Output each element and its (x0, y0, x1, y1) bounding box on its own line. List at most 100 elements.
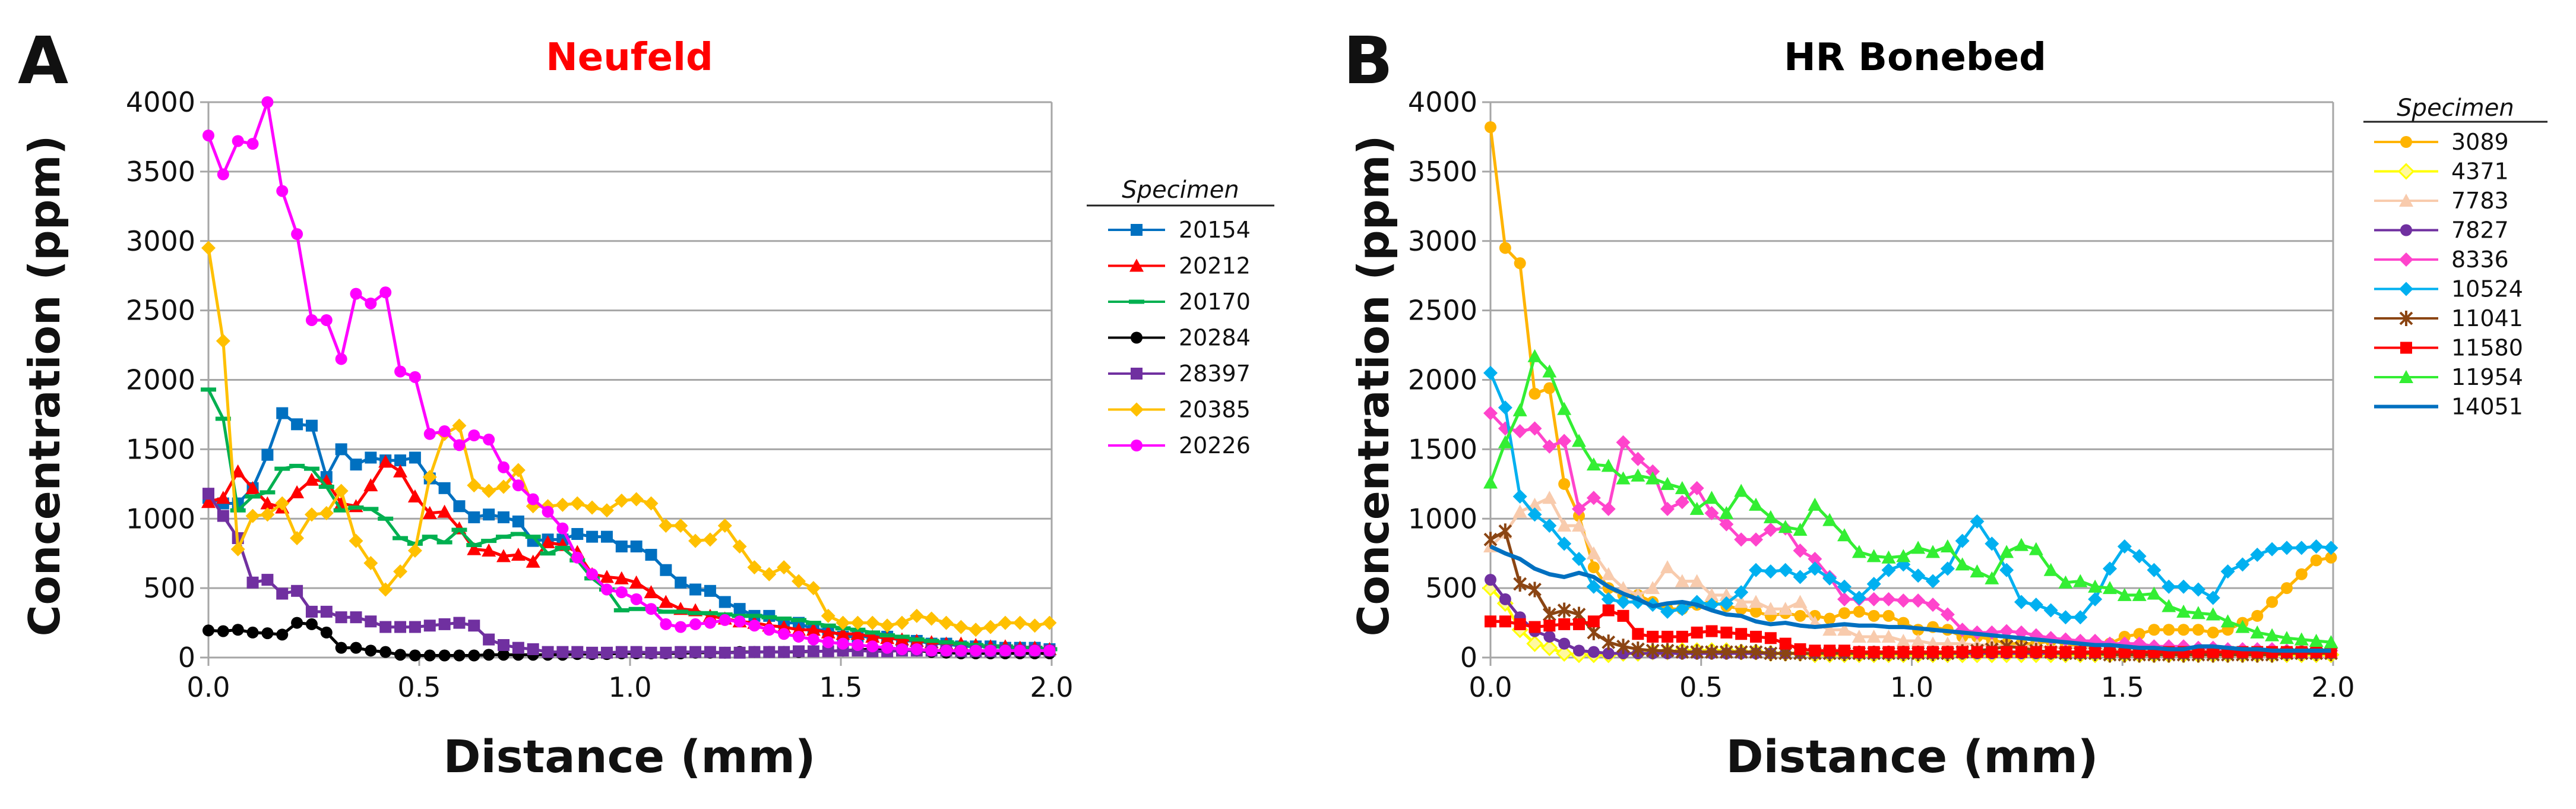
data-point (806, 581, 821, 596)
legend-label: 10524 (2451, 276, 2523, 302)
data-point (1485, 615, 1496, 628)
legend-label: 11580 (2451, 335, 2523, 361)
data-point (320, 626, 333, 639)
data-point (1881, 629, 1896, 643)
data-point (1866, 577, 1881, 592)
data-point (983, 620, 998, 634)
data-point (216, 334, 230, 349)
data-point (1704, 505, 1719, 520)
data-point (1911, 633, 1926, 647)
data-point (2309, 539, 2324, 554)
data-point (1499, 593, 1511, 605)
data-point (747, 560, 762, 575)
legend-item: 20226 (1108, 432, 1251, 459)
legend-item: 14051 (2374, 394, 2523, 420)
series-11580 (1485, 604, 2337, 658)
data-point (1514, 618, 1526, 630)
data-point (1837, 592, 1852, 606)
data-point (1587, 615, 1600, 628)
data-point (1557, 402, 1572, 415)
data-point (571, 551, 584, 564)
data-point (2043, 603, 2058, 618)
data-point (689, 583, 702, 596)
legend-marker (1131, 331, 1143, 344)
data-point (201, 241, 216, 255)
y-tick-label: 0 (1460, 641, 1477, 674)
y-tick-label: 500 (1425, 572, 1477, 604)
data-point (527, 493, 539, 505)
legend-item: 20284 (1108, 325, 1251, 351)
data-point (1601, 459, 1616, 472)
data-point (2028, 542, 2043, 555)
data-point (1543, 630, 1556, 643)
data-point (1749, 644, 1763, 660)
series-14051 (1489, 544, 2331, 653)
data-point (909, 608, 924, 623)
data-point (2176, 579, 2191, 594)
data-point (1734, 483, 1749, 497)
data-point (1571, 501, 1586, 516)
data-point (1763, 602, 1778, 615)
panel-label: A (18, 23, 68, 99)
data-point (1602, 634, 1616, 650)
data-point (1734, 644, 1748, 660)
data-point (1572, 618, 1585, 630)
data-point (1557, 536, 1572, 551)
data-point (985, 644, 997, 657)
y-axis-title: Concentration (ppm) (20, 135, 69, 637)
data-point (924, 611, 939, 626)
data-point (1527, 497, 1542, 511)
data-point (1940, 539, 1955, 552)
data-point (2102, 581, 2117, 595)
data-point (1985, 536, 1999, 551)
data-point (1558, 637, 1571, 650)
data-point (1719, 587, 1734, 601)
legend-item: 11580 (2374, 335, 2523, 361)
data-point (1498, 435, 1512, 448)
y-tick-label: 4000 (126, 86, 195, 118)
data-point (407, 489, 422, 503)
data-point (2220, 564, 2235, 579)
data-point (511, 463, 526, 478)
data-point (556, 646, 569, 658)
data-point (261, 574, 274, 586)
data-point (365, 297, 377, 309)
data-point (482, 483, 496, 498)
data-point (1734, 585, 1749, 600)
data-point (2088, 592, 2103, 606)
data-point (291, 228, 303, 241)
data-point (615, 586, 628, 599)
data-point (600, 583, 613, 596)
data-point (1749, 630, 1762, 643)
data-point (570, 496, 585, 511)
data-point (1541, 639, 1558, 656)
data-point (1971, 646, 1983, 658)
data-point (571, 646, 584, 658)
legend-title: Specimen (2397, 94, 2514, 122)
data-point (733, 646, 746, 659)
data-point (2250, 548, 2265, 562)
data-point (675, 621, 687, 633)
data-point (850, 615, 865, 630)
data-point (1853, 605, 1865, 618)
data-point (719, 596, 731, 608)
data-point (2325, 551, 2337, 564)
data-point (379, 286, 392, 299)
data-point (379, 621, 392, 633)
data-point (585, 500, 600, 515)
data-point (1704, 587, 1719, 601)
data-point (498, 511, 509, 523)
data-point (894, 615, 909, 630)
data-point (1734, 532, 1749, 547)
data-point (556, 522, 569, 535)
data-point (895, 643, 908, 655)
data-point (689, 646, 702, 658)
data-point (2014, 538, 2028, 551)
data-point (704, 617, 716, 629)
data-point (2250, 625, 2265, 639)
data-point (1955, 557, 1970, 571)
data-point (2205, 607, 2220, 621)
legend-label: 3089 (2451, 129, 2509, 155)
data-point (1793, 595, 1808, 608)
data-point (1778, 562, 1793, 577)
